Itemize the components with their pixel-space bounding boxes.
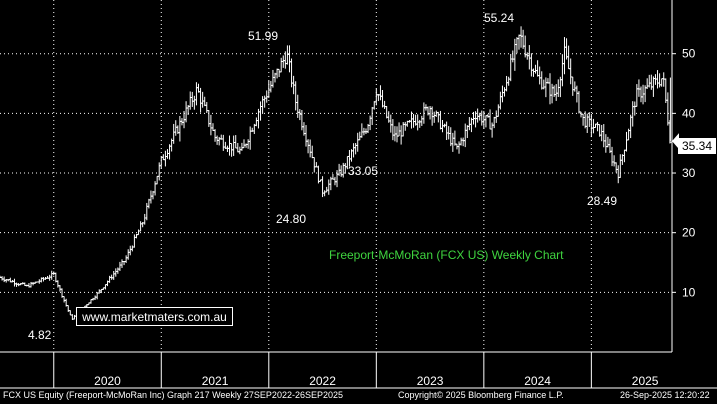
x-tick-label: 2021 bbox=[202, 374, 229, 388]
footer-timestamp: 26-Sep-2025 12:20:22 bbox=[620, 390, 710, 400]
watermark-link[interactable]: www.marketmaters.com.au bbox=[76, 307, 233, 326]
y-tick-label: 30 bbox=[682, 166, 696, 180]
y-tick-label: 20 bbox=[682, 226, 696, 240]
annotation-low-2022: 24.80 bbox=[276, 212, 307, 226]
annotation-low-2020: 4.82 bbox=[28, 328, 52, 342]
footer-security: FCX US Equity (Freeport-McMoRan Inc) Gra… bbox=[3, 390, 343, 400]
chart-title: Freeport-McMoRan (FCX US) Weekly Chart bbox=[329, 248, 564, 262]
x-tick-label: 2023 bbox=[417, 374, 444, 388]
last-price-pointer bbox=[672, 133, 679, 150]
last-price-label: 35.34 bbox=[678, 138, 716, 154]
y-tick-label: 40 bbox=[682, 106, 696, 120]
y-tick-label: 50 bbox=[682, 47, 696, 61]
footer-copyright: Copyright© 2025 Bloomberg Finance L.P. bbox=[398, 390, 564, 400]
x-tick-label: 2024 bbox=[524, 374, 551, 388]
x-tick-label: 2025 bbox=[632, 374, 659, 388]
annotation-high-2024: 55.24 bbox=[484, 11, 515, 25]
x-tick-label: 2020 bbox=[94, 374, 121, 388]
annotation-high-2022: 51.99 bbox=[248, 29, 279, 43]
annotation-low-2025: 28.49 bbox=[587, 194, 618, 208]
x-tick-label: 2022 bbox=[309, 374, 336, 388]
y-tick-label: 10 bbox=[682, 285, 696, 299]
annotation-low-2023: 33.05 bbox=[348, 164, 379, 178]
